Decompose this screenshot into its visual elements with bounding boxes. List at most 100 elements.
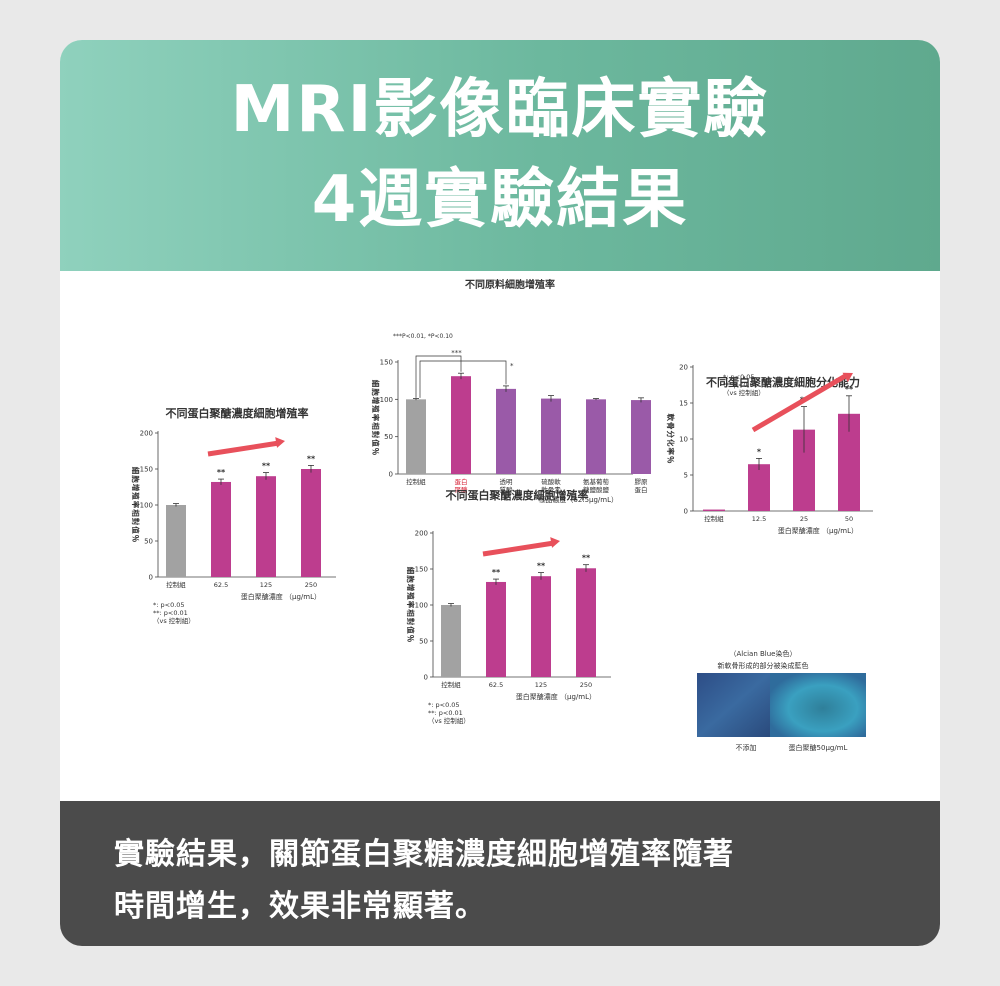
y-tick-label: 5 — [684, 472, 688, 480]
x-tick-label: 125 — [260, 581, 272, 589]
bar — [301, 469, 321, 577]
bar — [793, 429, 815, 511]
x-axis-label: 樣品濃度（62.5μg/mL） — [538, 495, 618, 504]
bar — [166, 505, 186, 577]
x-tick-label: 膠原蛋白 — [635, 478, 649, 494]
chart-left-proliferation: 不同蛋白聚醣濃度細胞增殖率 0 50 100 150 200 細胞增殖率相對值％ 控制組 ** 6… — [131, 406, 336, 625]
x-tick-label: 62.5 — [214, 581, 228, 589]
footer-text-line1: 實驗結果，關節蛋白聚糖濃度細胞增殖率隨著 — [114, 837, 734, 872]
x-tick-label: 氨基葡萄糖鹽酸鹽 — [583, 477, 610, 494]
significance-mark: ** — [217, 468, 226, 477]
significance-note: *: p<0.05 — [723, 373, 755, 381]
y-tick-label: 100 — [140, 502, 153, 510]
significance-mark: ** — [492, 568, 501, 577]
x-tick-label: 控制組 — [166, 580, 186, 589]
y-axis-label: 軟骨分化率％ — [666, 414, 676, 465]
x-tick-label: 控制組 — [406, 477, 426, 486]
significance-note: **: p<0.01 — [723, 381, 758, 389]
significance-note: *: p<0.05 — [153, 601, 185, 609]
y-tick-label: 200 — [415, 530, 428, 538]
bar — [211, 481, 231, 577]
x-tick-label: 250 — [305, 581, 317, 589]
staining-figure: （Alcian Blue染色） 新軟骨形成的部分被染成藍色 不添加 蛋白聚醣50… — [697, 649, 866, 752]
chart-title: 不同蛋白聚醣濃度細胞分化能力 — [706, 375, 860, 389]
y-tick-label: 20 — [679, 364, 688, 372]
significance-note: *: p<0.05 — [428, 701, 460, 709]
y-tick-label: 50 — [144, 538, 153, 546]
significance-mark: ** — [845, 385, 854, 394]
significance-note: **: p<0.01 — [428, 709, 463, 717]
y-axis-label: 細胞增殖率相對值％ — [371, 380, 381, 457]
chart-title: 不同原料細胞增殖率 — [465, 278, 555, 291]
header-banner: MRI影像臨床實驗 4週實驗結果 — [60, 40, 940, 271]
x-tick-label: 62.5 — [489, 681, 503, 689]
trend-arrow-head — [550, 537, 560, 548]
chart-top-proliferation: 不同原料細胞增殖率 0 50 100 150 細胞增殖率相對值％ 控制組 蛋白聚醣 透明質酸 硫酸… — [371, 278, 651, 504]
x-tick-label: 250 — [580, 681, 592, 689]
bar — [586, 399, 606, 474]
y-tick-label: 150 — [415, 566, 428, 574]
bar — [441, 605, 461, 677]
x-tick-label: 50 — [845, 515, 853, 523]
x-tick-label: 蛋白聚醣 — [455, 477, 469, 494]
infographic-card: MRI影像臨床實驗 4週實驗結果 不同原料細胞增殖率 0 50 100 150 細胞增殖率… — [60, 40, 940, 946]
x-tick-label: 硫酸軟軟骨素 — [541, 477, 561, 494]
trend-arrow-head — [842, 372, 853, 383]
significance-note: （vs 控制組） — [723, 388, 765, 397]
y-tick-label: 50 — [384, 433, 393, 441]
bar — [531, 576, 551, 677]
bar — [541, 398, 561, 474]
header-title-line2: 4週實驗結果 — [311, 163, 689, 237]
bar — [576, 568, 596, 677]
bar — [451, 376, 471, 474]
significance-note: （vs 控制組） — [153, 616, 195, 625]
y-tick-label: 100 — [380, 396, 393, 404]
chart-title: 不同蛋白聚醣濃度細胞增殖率 — [446, 488, 589, 502]
footer-banner: 實驗結果，關節蛋白聚糖濃度細胞增殖率隨著 時間增生，效果非常顯著。 — [60, 801, 940, 946]
y-tick-label: 100 — [415, 602, 428, 610]
significance-mark: * — [757, 447, 762, 456]
staining-label-control: 不添加 — [736, 743, 757, 752]
chart-right-differentiation: 不同蛋白聚醣濃度細胞分化能力 0 5 10 15 20 軟骨分化率％ 控制組 * 12.5 ** 25… — [666, 364, 873, 535]
x-axis-label: 蛋白聚醣濃度 （μg/mL） — [241, 592, 321, 601]
staining-subcaption: 新軟骨形成的部分被染成藍色 — [718, 661, 809, 670]
y-tick-label: 0 — [424, 674, 428, 682]
bar — [406, 399, 426, 474]
significance-bracket — [419, 360, 507, 398]
trend-arrow-head — [275, 437, 285, 448]
trend-arrow-shaft — [482, 540, 555, 557]
significance-mark: * — [510, 362, 514, 370]
chart-middle-proliferation: 不同蛋白聚醣濃度細胞增殖率 0 50 100 150 200 細胞增殖率相對值％ 控制組 ** 6… — [406, 488, 611, 725]
y-tick-label: 10 — [679, 436, 688, 444]
y-tick-label: 15 — [679, 400, 688, 408]
significance-note: （vs 控制組） — [428, 716, 470, 725]
significance-note: **: p<0.01 — [153, 609, 188, 617]
significance-bracket — [415, 355, 462, 398]
significance-mark: *** — [451, 349, 462, 357]
significance-mark: ** — [307, 454, 316, 463]
significance-mark: ** — [262, 462, 271, 471]
y-tick-label: 150 — [380, 359, 393, 367]
chart-title: 不同蛋白聚醣濃度細胞增殖率 — [166, 406, 309, 420]
bar — [838, 413, 860, 511]
y-tick-label: 200 — [140, 430, 153, 438]
x-tick-label: 透明質酸 — [500, 478, 514, 494]
x-axis-label: 蛋白聚醣濃度 （μg/mL） — [778, 526, 858, 535]
significance-mark: ** — [537, 562, 546, 571]
y-tick-label: 0 — [389, 471, 393, 479]
x-tick-label: 25 — [800, 515, 808, 523]
trend-arrow-shaft — [207, 440, 280, 457]
y-tick-label: 50 — [419, 638, 428, 646]
staining-image-treated — [770, 673, 866, 737]
significance-mark: ** — [582, 554, 591, 563]
x-tick-label: 12.5 — [752, 515, 766, 523]
y-tick-label: 0 — [149, 574, 153, 582]
x-axis-label: 蛋白聚醣濃度 （μg/mL） — [516, 692, 596, 701]
x-tick-label: 控制組 — [704, 514, 724, 523]
bar — [748, 464, 770, 511]
x-tick-label: 125 — [535, 681, 547, 689]
y-tick-label: 0 — [684, 508, 688, 516]
y-axis-label: 細胞增殖率相對值％ — [406, 567, 416, 644]
footer-text-line2: 時間增生，效果非常顯著。 — [114, 889, 486, 924]
